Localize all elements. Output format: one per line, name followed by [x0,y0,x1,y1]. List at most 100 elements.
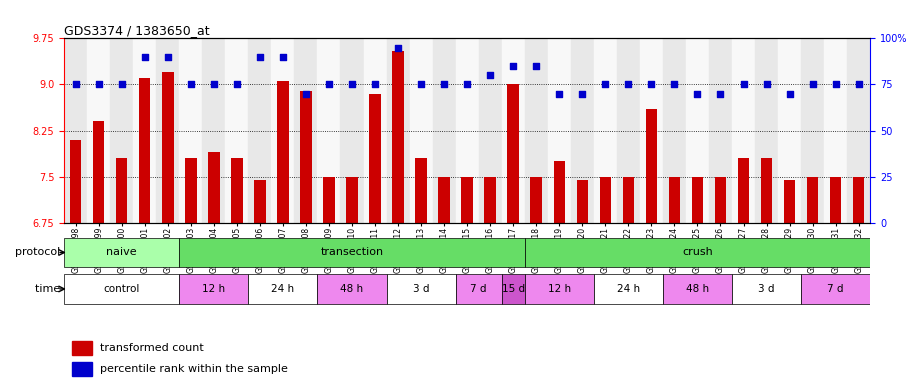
Text: time: time [36,284,64,294]
FancyBboxPatch shape [387,274,455,304]
Text: 24 h: 24 h [271,284,294,294]
Bar [807,177,818,223]
Text: transformed count: transformed count [101,343,204,353]
Point [782,91,797,97]
Text: GDS3374 / 1383650_at: GDS3374 / 1383650_at [64,24,210,37]
Point [92,81,106,88]
Bar [278,81,289,223]
Bar [784,180,795,223]
Bar [530,177,542,223]
Point [644,81,659,88]
Bar [479,38,502,223]
Point [529,63,543,69]
FancyBboxPatch shape [502,274,525,304]
Text: naive: naive [106,247,137,258]
Text: 12 h: 12 h [548,284,571,294]
Bar [185,158,197,223]
Point [253,54,267,60]
Bar [300,91,311,223]
Bar [623,177,634,223]
Bar [525,38,548,223]
Bar [110,38,133,223]
Text: 3 d: 3 d [758,284,775,294]
FancyBboxPatch shape [455,274,502,304]
Bar [600,177,611,223]
Bar [157,38,180,223]
Bar [824,38,847,223]
Bar [455,38,479,223]
Bar [571,38,594,223]
Bar [254,180,266,223]
Text: 24 h: 24 h [616,284,640,294]
Bar [133,38,157,223]
Bar [346,177,358,223]
Bar [686,38,709,223]
Point [276,54,290,60]
Bar [294,38,318,223]
Bar [548,38,571,223]
Bar [392,51,404,223]
Bar [778,38,802,223]
Point [137,54,152,60]
Point [437,81,452,88]
Point [230,81,245,88]
Point [621,81,636,88]
Bar [594,38,616,223]
Bar [341,38,364,223]
FancyBboxPatch shape [663,274,732,304]
Bar [208,152,220,223]
Point [759,81,774,88]
Point [851,81,866,88]
Point [483,72,497,78]
Point [391,45,406,51]
Point [714,91,728,97]
Bar [225,38,248,223]
Bar [847,38,870,223]
Point [828,81,843,88]
Text: 48 h: 48 h [341,284,364,294]
Bar [72,362,93,376]
Bar [369,94,381,223]
Bar [87,38,110,223]
Bar [72,341,93,355]
Bar [248,38,271,223]
Bar [802,38,824,223]
Bar [116,158,127,223]
Bar [70,140,82,223]
Bar [714,177,726,223]
Bar [93,121,104,223]
Bar [669,177,681,223]
Bar [830,177,842,223]
Text: transection: transection [321,247,384,258]
Point [414,81,429,88]
Bar [432,38,455,223]
Text: 7 d: 7 d [471,284,487,294]
Text: protocol: protocol [16,247,64,258]
FancyBboxPatch shape [318,274,387,304]
Bar [485,177,496,223]
Bar [576,180,588,223]
Bar [231,158,243,223]
Bar [462,177,473,223]
Bar [640,38,663,223]
Point [598,81,613,88]
Point [805,81,820,88]
Bar [439,177,450,223]
FancyBboxPatch shape [248,274,318,304]
FancyBboxPatch shape [525,238,870,267]
Point [344,81,359,88]
Bar [616,38,640,223]
Bar [507,84,519,223]
Bar [553,161,565,223]
Bar [853,177,865,223]
Point [322,81,336,88]
Point [667,81,682,88]
Bar [162,72,173,223]
Bar [663,38,686,223]
FancyBboxPatch shape [732,274,802,304]
FancyBboxPatch shape [594,274,663,304]
Bar [709,38,732,223]
FancyBboxPatch shape [180,238,525,267]
Bar [692,177,703,223]
Point [206,81,221,88]
